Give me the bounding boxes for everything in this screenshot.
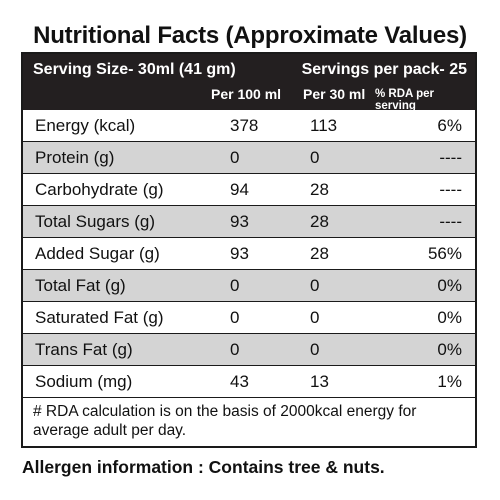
value-per-30ml: 28 xyxy=(310,212,329,231)
row-label: Added Sugar (g) xyxy=(35,244,160,263)
row-label: Protein (g) xyxy=(35,148,115,167)
table-row: Total Sugars (g) 93 28 ---- xyxy=(23,206,475,238)
table-row: Saturated Fat (g) 0 0 0% xyxy=(23,302,475,334)
value-rda: 0% xyxy=(437,340,462,359)
row-label: Trans Fat (g) xyxy=(35,340,133,359)
table-body: Energy (kcal) 378 113 6% Protein (g) 0 0… xyxy=(23,110,475,398)
value-per-30ml: 13 xyxy=(310,372,329,391)
value-per-30ml: 113 xyxy=(310,116,338,135)
value-per-30ml: 0 xyxy=(310,148,320,167)
value-rda: 0% xyxy=(437,308,462,327)
column-header-rda: % RDA per serving xyxy=(375,88,434,112)
table-row: Sodium (mg) 43 13 1% xyxy=(23,366,475,398)
table-row: Protein (g) 0 0 ---- xyxy=(23,142,475,174)
servings-per-pack: Servings per pack- 25 xyxy=(301,61,467,78)
table-row: Energy (kcal) 378 113 6% xyxy=(23,110,475,142)
value-per-100ml: 93 xyxy=(230,212,249,231)
value-rda: 1% xyxy=(437,372,462,391)
value-rda: 56% xyxy=(427,244,462,263)
value-per-100ml: 43 xyxy=(230,372,249,391)
nutrition-table: Serving Size- 30ml (41 gm) Servings per … xyxy=(21,52,477,448)
serving-size: Serving Size- 30ml (41 gm) xyxy=(33,61,236,78)
table-row: Total Fat (g) 0 0 0% xyxy=(23,270,475,302)
column-header-per-30ml: Per 30 ml xyxy=(303,86,366,102)
row-label: Sodium (mg) xyxy=(35,372,133,391)
table-row: Carbohydrate (g) 94 28 ---- xyxy=(23,174,475,206)
value-per-100ml: 93 xyxy=(230,244,249,263)
row-label: Energy (kcal) xyxy=(35,116,136,135)
table-row: Trans Fat (g) 0 0 0% xyxy=(23,334,475,366)
value-rda: ---- xyxy=(439,180,462,199)
value-per-30ml: 28 xyxy=(310,244,329,263)
value-per-30ml: 0 xyxy=(310,308,320,327)
value-per-100ml: 0 xyxy=(230,308,240,327)
value-per-100ml: 378 xyxy=(230,116,259,135)
row-label: Total Sugars (g) xyxy=(35,212,155,231)
row-label: Carbohydrate (g) xyxy=(35,180,164,199)
value-per-30ml: 0 xyxy=(310,276,320,295)
value-per-100ml: 0 xyxy=(230,340,240,359)
value-per-30ml: 0 xyxy=(310,340,320,359)
column-header-per-100ml: Per 100 ml xyxy=(211,86,282,102)
row-label: Saturated Fat (g) xyxy=(35,308,164,327)
value-rda: 0% xyxy=(437,276,462,295)
value-per-100ml: 94 xyxy=(230,180,249,199)
allergen-information: Allergen information : Contains tree & n… xyxy=(22,457,385,477)
table-row: Added Sugar (g) 93 28 56% xyxy=(23,238,475,270)
value-per-100ml: 0 xyxy=(230,276,240,295)
value-per-100ml: 0 xyxy=(230,148,240,167)
value-rda: ---- xyxy=(439,148,462,167)
value-rda: ---- xyxy=(439,212,462,231)
page-title: Nutritional Facts (Approximate Values) xyxy=(33,22,467,49)
table-header: Serving Size- 30ml (41 gm) Servings per … xyxy=(23,54,475,112)
value-rda: 6% xyxy=(437,116,462,135)
value-per-30ml: 28 xyxy=(310,180,329,199)
row-label: Total Fat (g) xyxy=(35,276,126,295)
rda-footnote: # RDA calculation is on the basis of 200… xyxy=(33,403,417,439)
